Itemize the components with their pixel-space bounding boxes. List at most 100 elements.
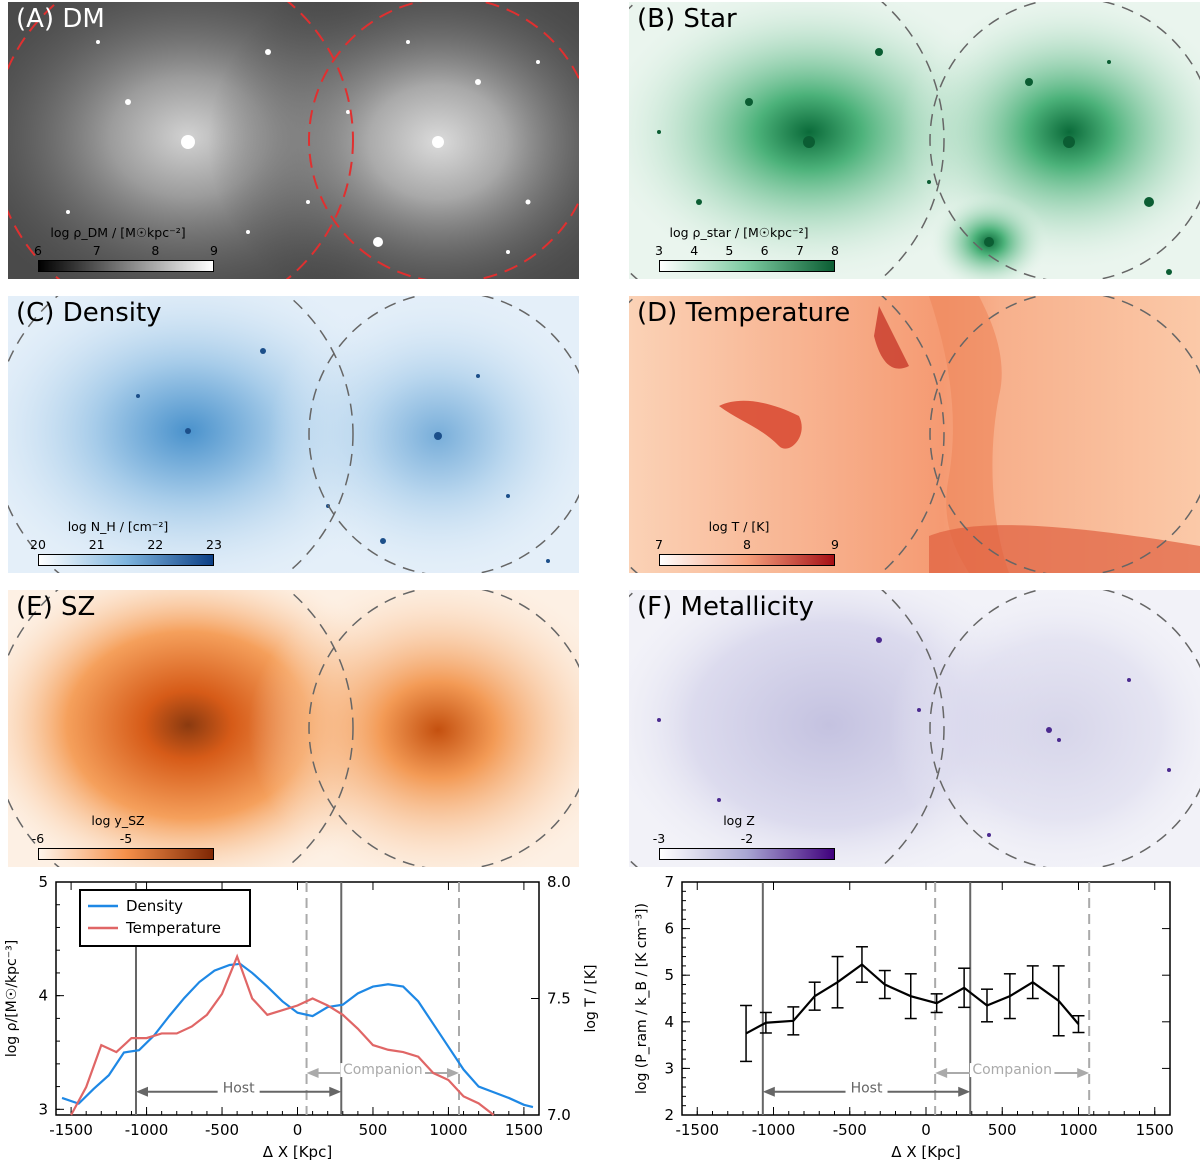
colorbar-tick: 6	[34, 243, 42, 258]
x-tick-label: -1000	[125, 1121, 169, 1139]
x-tick-label: -500	[205, 1121, 239, 1139]
colorbar-tick: 7	[795, 243, 804, 258]
region-arrowhead	[958, 1086, 971, 1097]
colorbar-tick: -6	[31, 831, 45, 846]
panel-dm: (A) DM log ρ_DM / [M☉kpc⁻²] 6 7 8 9	[8, 2, 579, 279]
y-axis-label: log (P_ram / k_B / [K cm⁻³])	[634, 903, 650, 1094]
panel-title: (F) Metallicity	[637, 592, 814, 622]
y-right-tick-label: 7.0	[547, 1106, 571, 1124]
colorbar-tick: 9	[831, 537, 839, 552]
x-axis-label: Δ X [Kpc]	[263, 1143, 332, 1161]
colorbar-tick: 3	[655, 243, 663, 258]
region-arrowhead	[935, 1068, 948, 1079]
panel-title: (C) Density	[16, 298, 162, 328]
region-arrowhead	[306, 1068, 319, 1079]
colorbar-tick: 4	[690, 243, 699, 258]
region-label: Host	[223, 1081, 255, 1097]
y-tick-label: 3	[664, 1059, 674, 1077]
panel-title: (E) SZ	[16, 592, 96, 622]
x-tick-label: 1500	[1136, 1121, 1174, 1139]
legend-label: Density	[126, 897, 183, 915]
colorbar-tick: 20	[30, 537, 46, 552]
x-tick-label: 1500	[505, 1121, 543, 1139]
x-tick-label: -500	[833, 1121, 867, 1139]
colorbar-tick: -3	[652, 831, 666, 846]
y-tick-label: 2	[664, 1106, 674, 1124]
profile-plot-svg: -1500 -1000 -500 0 500 1000 1500 2 3 4 5 6 7 Δ X [Kpc…	[634, 873, 1174, 1161]
colorbar: log T / [K] 7 8 9	[651, 519, 839, 569]
region-label-bg	[217, 1081, 260, 1096]
y-right-tick-label: 8.0	[547, 873, 571, 891]
colorbar-label: log T / [K]	[708, 519, 770, 534]
y-right-tick-label: 7.5	[547, 990, 571, 1008]
colorbar-label: log ρ_star / [M☉kpc⁻²]	[669, 225, 809, 240]
region-label: Host	[851, 1081, 883, 1097]
x-tick-label: 0	[293, 1121, 303, 1139]
panel-star: (B) Star log ρ_star / [M☉kpc⁻²] 3 4 5 6 …	[629, 2, 1200, 279]
colorbar-label: log ρ_DM / [M☉kpc⁻²]	[50, 225, 186, 240]
colorbar-tick: 21	[88, 537, 105, 552]
dm-map	[8, 2, 579, 279]
region-label-bg	[969, 1063, 1055, 1078]
axes-frame	[681, 881, 1171, 1116]
panel-density: (C) Density log N_H / [cm⁻²] 20 21 22 23	[8, 296, 579, 573]
x-tick-label: -1000	[752, 1121, 796, 1139]
colorbar-label: log Z	[723, 813, 755, 828]
colorbar-gradient	[659, 848, 835, 860]
series-line-temperature	[70, 953, 495, 1116]
panel-title: (D) Temperature	[637, 298, 851, 328]
sz-map	[8, 590, 579, 867]
colorbar: log N_H / [cm⁻²] 20 21 22 23	[30, 519, 222, 569]
x-tick-label: -1500	[675, 1121, 719, 1139]
colorbar-tick: -5	[119, 831, 133, 846]
x-tick-label: 1000	[1059, 1121, 1097, 1139]
profile-plot-density-temperature: -1500 -1000 -500 0 500 1000 1500 3 4 5 7.0 7.5 8.0 lo…	[0, 868, 600, 1168]
region-arrowhead	[762, 1086, 775, 1097]
region-arrowhead	[135, 1086, 148, 1097]
colorbar-tick: 9	[210, 243, 218, 258]
panel-title: (B) Star	[637, 4, 737, 34]
metallicity-map	[629, 590, 1200, 867]
colorbar-label: log N_H / [cm⁻²]	[67, 519, 169, 534]
colorbar-tick: 23	[206, 537, 222, 552]
density-map	[8, 296, 579, 573]
y-tick-label: 6	[664, 920, 674, 938]
region-label: Companion	[972, 1062, 1052, 1078]
y-right-axis-label: log T / [K]	[583, 964, 599, 1032]
temperature-map	[629, 296, 1200, 573]
x-tick-label: 500	[988, 1121, 1017, 1139]
region-arrowhead	[447, 1068, 460, 1079]
colorbar: log ρ_DM / [M☉kpc⁻²] 6 7 8 9	[30, 225, 218, 275]
region-label-bg	[845, 1081, 888, 1096]
colorbar-label: log y_SZ	[91, 813, 145, 828]
y-tick-label: 4	[664, 1013, 674, 1031]
panel-sz: (E) SZ log y_SZ -6 -5	[8, 590, 579, 867]
colorbar-tick: 8	[831, 243, 839, 258]
dm-circles	[8, 2, 579, 279]
region-arrowhead	[1077, 1068, 1090, 1079]
colorbar-tick: 5	[725, 243, 734, 258]
colorbar: log ρ_star / [M☉kpc⁻²] 3 4 5 6 7 8	[651, 225, 839, 275]
x-axis-label: Δ X [Kpc]	[891, 1143, 960, 1161]
colorbar-tick: 7	[92, 243, 101, 258]
profile-plot-ram-pressure: -1500 -1000 -500 0 500 1000 1500 2 3 4 5 6 7 Δ X [Kpc…	[600, 868, 1200, 1168]
colorbar-tick: 7	[655, 537, 663, 552]
x-tick-label: 0	[921, 1121, 931, 1139]
panel-title: (A) DM	[16, 4, 105, 34]
colorbar-tick: 22	[147, 537, 164, 552]
series-line-density	[61, 962, 534, 1109]
y-tick-label: 3	[38, 1100, 48, 1118]
colorbar: log Z -3 -2	[651, 813, 837, 863]
y-tick-label: 5	[664, 966, 674, 984]
y-tick-label: 7	[664, 873, 674, 891]
colorbar-tick: 6	[760, 243, 769, 258]
colorbar-tick: -2	[740, 831, 754, 846]
region-label-bg	[340, 1063, 426, 1078]
colorbar-gradient	[659, 260, 835, 272]
panel-temperature: (D) Temperature log T / [K] 7 8 9	[629, 296, 1200, 573]
colorbar-tick: 8	[151, 243, 160, 258]
legend-label: Temperature	[125, 919, 221, 937]
colorbar-gradient	[38, 848, 214, 860]
panel-metallicity: (F) Metallicity log Z -3 -2	[629, 590, 1200, 867]
region-label: Companion	[343, 1062, 423, 1078]
